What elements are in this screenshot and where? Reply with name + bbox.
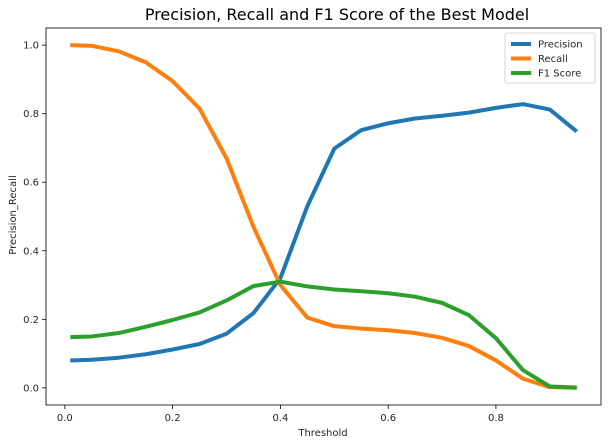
- y-tick-label: 0.6: [23, 178, 39, 189]
- axes-border: [45, 27, 602, 406]
- y-tick-label: 0.2: [23, 315, 39, 326]
- series-layer: [70, 43, 579, 390]
- x-axis: 0.0 0.2 0.4 0.6 0.8: [57, 405, 504, 424]
- x-tick-label: 0.6: [380, 413, 396, 424]
- y-tick-label: 0.4: [23, 246, 39, 257]
- y-axis-label: Precision_Recall: [8, 175, 19, 254]
- y-tick-label: 0.8: [23, 109, 39, 120]
- y-tick-label: 0.0: [23, 383, 39, 394]
- x-tick-label: 0.8: [488, 413, 504, 424]
- x-tick-label: 0.2: [165, 413, 181, 424]
- y-axis: 0.0 0.2 0.4 0.6 0.8 1.0: [23, 41, 46, 394]
- series-line-precision: [70, 102, 579, 363]
- legend-label: F1 Score: [538, 69, 581, 80]
- legend-label: Recall: [538, 54, 568, 65]
- series-line-f1-score: [70, 279, 577, 390]
- legend: Precision Recall F1 Score: [504, 32, 596, 84]
- legend-label: Precision: [538, 40, 583, 51]
- chart-title: Precision, Recall and F1 Score of the Be…: [145, 5, 529, 24]
- x-tick-label: 0.0: [57, 413, 73, 424]
- x-tick-label: 0.4: [272, 413, 288, 424]
- y-tick-label: 1.0: [23, 41, 39, 52]
- x-axis-label: Threshold: [297, 428, 347, 439]
- series-line-recall: [70, 43, 577, 390]
- axes-frame: [45, 27, 602, 406]
